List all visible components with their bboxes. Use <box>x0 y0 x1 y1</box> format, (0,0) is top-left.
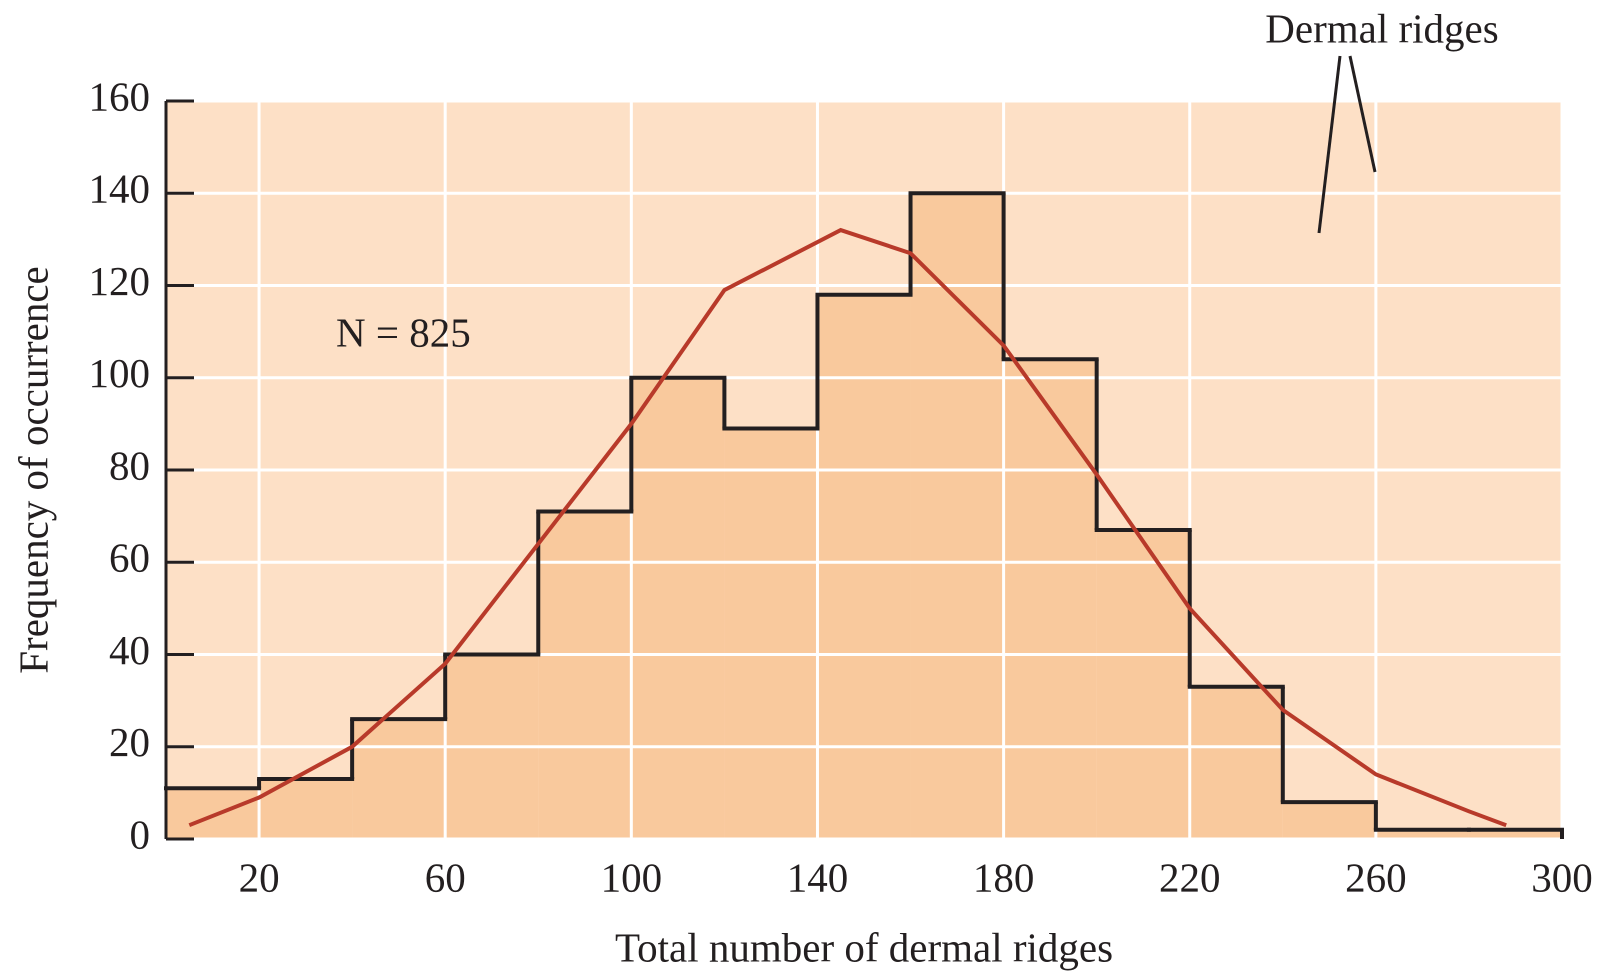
bar <box>910 193 1004 839</box>
bar <box>724 428 818 839</box>
y-tick-label: 40 <box>109 627 150 673</box>
bar <box>631 377 725 839</box>
y-axis-label: Frequency of occurrence <box>10 266 56 674</box>
bar <box>166 788 260 839</box>
y-tick-label: 60 <box>109 535 150 581</box>
x-tick-label: 100 <box>601 854 663 900</box>
bar <box>352 719 446 839</box>
y-tick-label: 80 <box>109 442 150 488</box>
annotation-dermal: Dermal ridges <box>1265 5 1498 51</box>
y-tick-label: 100 <box>89 350 151 396</box>
x-axis-label: Total number of dermal ridges <box>615 924 1113 970</box>
fitted-curve <box>188 227 1507 828</box>
bar <box>1189 686 1283 839</box>
bar <box>1468 829 1562 839</box>
bar <box>1096 529 1190 839</box>
y-tick-label: 0 <box>130 811 151 857</box>
x-tick-label: 220 <box>1159 854 1221 900</box>
bar <box>1282 802 1376 839</box>
y-tick-label: 140 <box>89 166 151 212</box>
annotation-n: N = 825 <box>336 309 471 355</box>
bar <box>817 294 911 840</box>
x-tick-label: 20 <box>239 854 280 900</box>
y-tick-label: 20 <box>109 719 150 765</box>
pointer <box>1317 55 1342 234</box>
x-tick-label: 260 <box>1345 854 1407 900</box>
pointer <box>1348 55 1377 173</box>
y-tick-label: 120 <box>89 258 151 304</box>
bar <box>1003 359 1097 839</box>
x-tick-label: 300 <box>1531 854 1593 900</box>
bar <box>538 511 632 839</box>
x-tick-label: 60 <box>425 854 466 900</box>
bar <box>1375 829 1469 839</box>
x-tick-label: 140 <box>787 854 849 900</box>
y-tick-label: 160 <box>89 73 151 119</box>
x-tick-label: 180 <box>973 854 1035 900</box>
